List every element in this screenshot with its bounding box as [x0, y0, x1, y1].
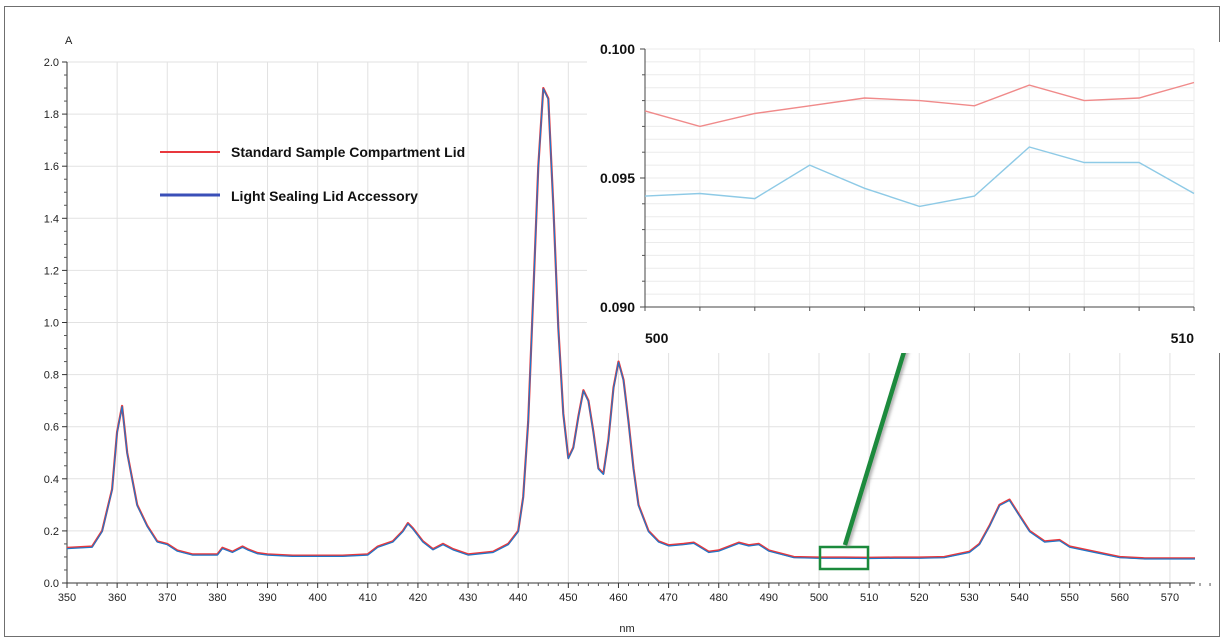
x-tick-label: 570 [1161, 592, 1179, 604]
x-tick-label: 380 [208, 592, 226, 604]
legend-label-standard-lid: Standard Sample Compartment Lid [231, 144, 465, 160]
y-tick-label: 0.8 [44, 370, 59, 382]
x-tick-label: 370 [158, 592, 176, 604]
y-tick-label: 0.4 [44, 474, 59, 486]
inset-y-tick-labels: 0.090 0.095 0.100 [600, 41, 645, 315]
legend: Standard Sample Compartment Lid Light Se… [160, 144, 465, 204]
inset-y-tick-label: 0.100 [600, 41, 635, 57]
x-tick-label: 410 [359, 592, 377, 604]
x-tick-label: 440 [509, 592, 527, 604]
absorbance-chart: 350 360 370 380 390 400 410 420 430 440 450 460 470 4… [44, 35, 1221, 635]
x-tick-label: 490 [760, 592, 778, 604]
x-tick-label: 530 [960, 592, 978, 604]
x-tick-label: 510 [860, 592, 878, 604]
x-tick-label: 540 [1010, 592, 1028, 604]
y-tick-label: 0.2 [44, 526, 59, 538]
x-tick-label: 550 [1060, 592, 1078, 604]
inset-series [644, 81, 1195, 208]
main-y-tick-labels: 0.0 0.2 0.4 0.6 0.8 1.0 1.2 1.4 1.6 1.8 2.0 [44, 57, 67, 590]
inset-x-tick-labels: 500 510 [644, 307, 1195, 346]
y-axis-label: A [65, 35, 73, 47]
y-tick-label: 1.2 [44, 265, 59, 277]
y-tick-label: 1.8 [44, 109, 59, 121]
inset-line-light-sealing-lid [644, 146, 1195, 208]
x-tick-label: 420 [409, 592, 427, 604]
x-tick-label: 480 [710, 592, 728, 604]
x-tick-label: 450 [559, 592, 577, 604]
inset-line-standard-lid [644, 81, 1195, 128]
x-tick-label: 520 [910, 592, 928, 604]
x-tick-label: 470 [659, 592, 677, 604]
main-x-tick-labels: 350 360 370 380 390 400 410 420 430 440 450 460 470 4… [58, 583, 1211, 604]
x-tick-label: 460 [609, 592, 627, 604]
series-line-light-sealing-lid [66, 88, 1195, 560]
legend-label-light-sealing-lid: Light Sealing Lid Accessory [231, 188, 418, 204]
y-tick-label: 1.4 [44, 213, 59, 225]
inset-y-tick-label: 0.090 [600, 299, 635, 315]
x-tick-label: 360 [108, 592, 126, 604]
y-tick-label: 0.6 [44, 422, 59, 434]
inset-x-tick-label: 510 [1171, 330, 1195, 346]
y-tick-label: 1.0 [44, 318, 59, 330]
x-tick-label: 500 [810, 592, 828, 604]
x-axis-label: nm [619, 623, 634, 635]
x-tick-label: 350 [58, 592, 76, 604]
inset-x-tick-label: 500 [645, 330, 669, 346]
zoom-region-box [818, 545, 870, 571]
y-tick-label: 1.6 [44, 161, 59, 173]
zoom-callout-arrow [842, 320, 917, 546]
chart-frame: 350 360 370 380 390 400 410 420 430 440 450 460 470 4… [4, 6, 1221, 637]
y-tick-label: 2.0 [44, 57, 59, 69]
inset-background [587, 42, 1221, 353]
inset-y-tick-label: 0.095 [600, 170, 635, 186]
main-series [66, 86, 1195, 560]
x-tick-label: 560 [1111, 592, 1129, 604]
x-tick-label: 400 [308, 592, 326, 604]
x-tick-label: 430 [459, 592, 477, 604]
y-tick-label: 0.0 [44, 578, 59, 590]
inset-grid [644, 48, 1195, 308]
x-tick-label: 390 [258, 592, 276, 604]
